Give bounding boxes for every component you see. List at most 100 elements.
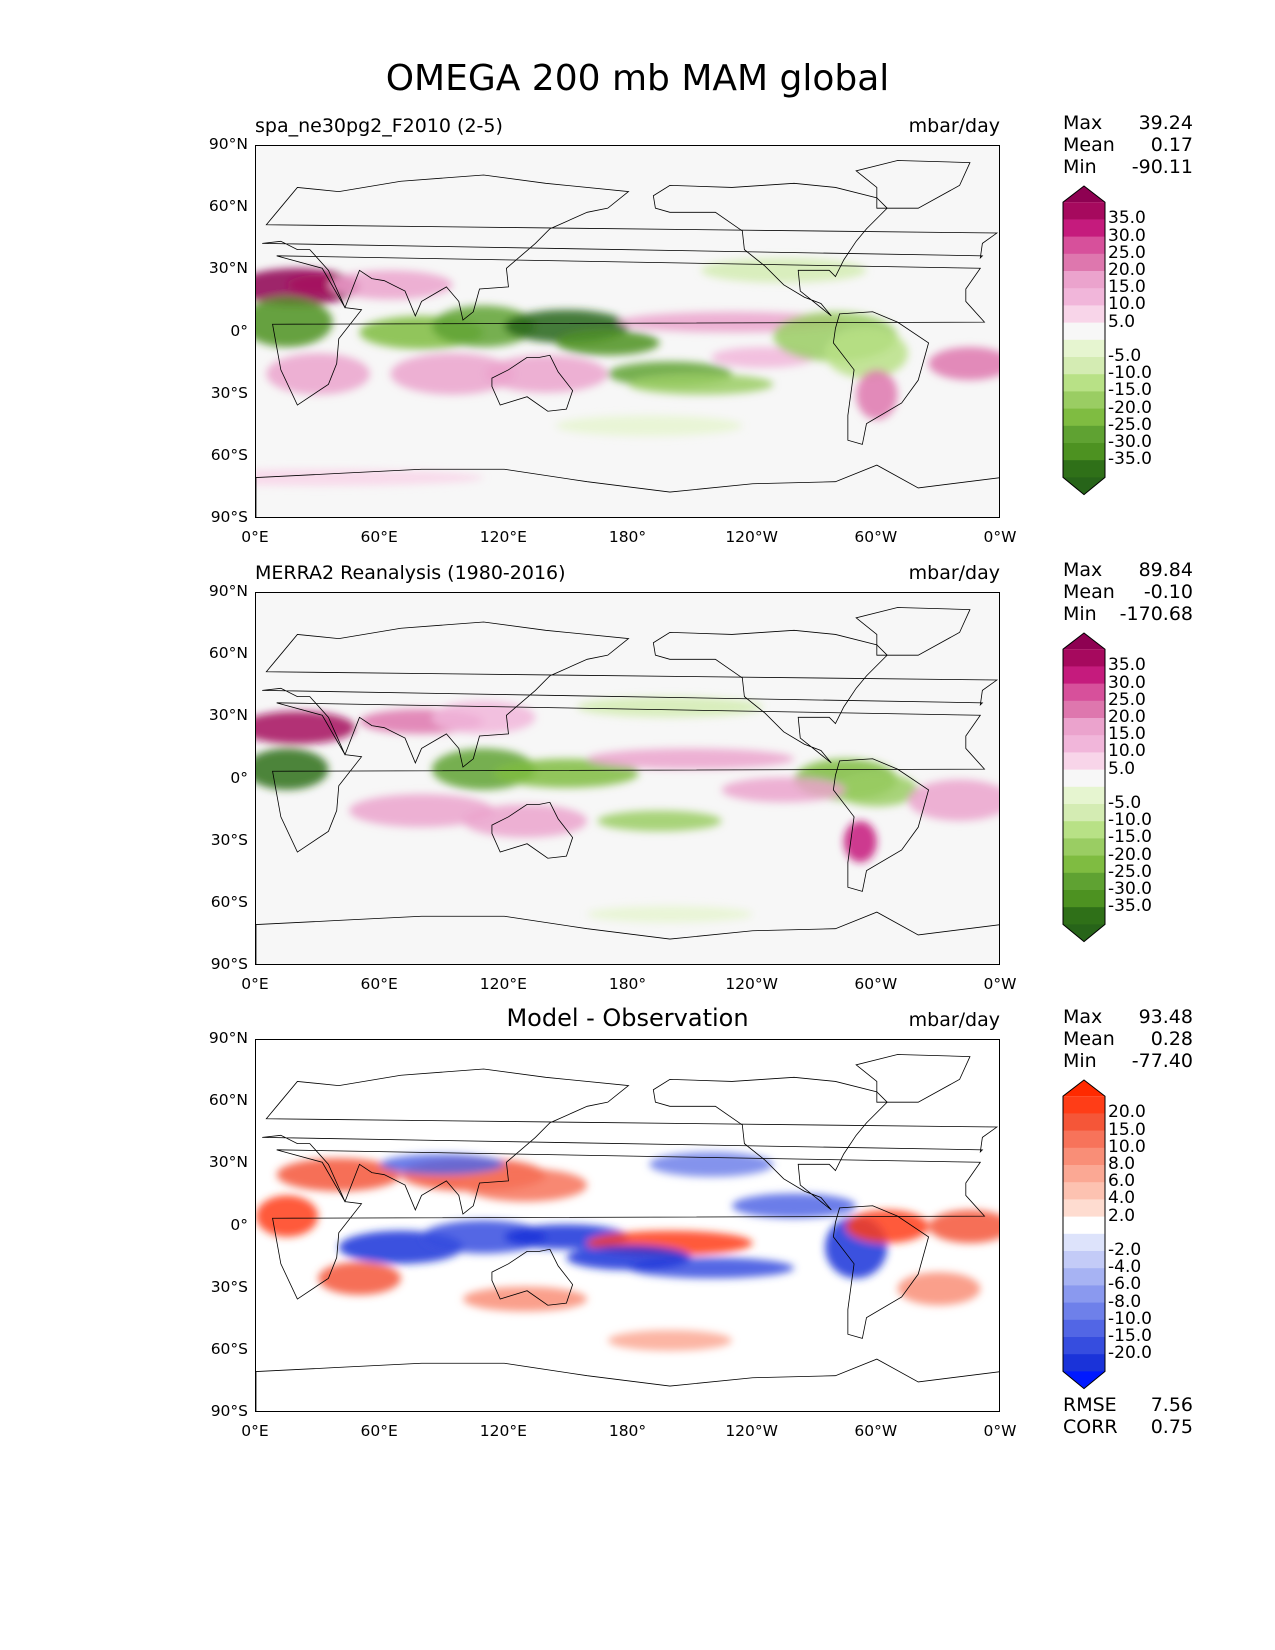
colorbar-bin xyxy=(1063,391,1105,410)
lon-tick-label: 60°E xyxy=(360,975,398,993)
map-svg xyxy=(256,1040,999,1411)
field-contour xyxy=(421,1220,546,1254)
colorbar-outline xyxy=(1062,1079,1106,1390)
stats-row: Max 93.48 xyxy=(1063,1006,1193,1028)
stat-label: Mean xyxy=(1063,581,1115,603)
panel-units: mbar/day xyxy=(908,562,1000,584)
coastline xyxy=(832,1205,930,1339)
colorbar-tick-label: -35.0 xyxy=(1108,896,1152,917)
colorbar-bin xyxy=(1063,872,1105,891)
map-panel xyxy=(255,1039,1000,1412)
lat-tick-label: 60°S xyxy=(210,1339,248,1358)
field-contour xyxy=(649,1151,774,1177)
colorbar-bin xyxy=(1063,786,1105,805)
colorbar-tick-label: -5.0 xyxy=(1108,793,1142,813)
colorbar-bin xyxy=(1063,202,1105,220)
stat-value: -0.10 xyxy=(1143,581,1193,603)
field-contour xyxy=(597,810,722,832)
field-contour xyxy=(721,777,846,803)
colorbar-bin xyxy=(1063,1354,1105,1372)
colorbar-tick-label: -15.0 xyxy=(1108,1326,1152,1346)
metrics-row: CORR 0.75 xyxy=(1063,1416,1193,1438)
field-contour xyxy=(928,1209,999,1244)
colorbar-bin xyxy=(1063,1182,1105,1200)
field-contour xyxy=(431,700,536,734)
stat-label: Mean xyxy=(1063,1028,1115,1050)
colorbar-extend-max xyxy=(1063,186,1105,203)
colorbar-extend-min xyxy=(1063,477,1105,495)
colorbar-extend-max xyxy=(1063,1080,1105,1097)
colorbar-tick-label: 15.0 xyxy=(1108,277,1146,298)
colorbar-tick-label: -25.0 xyxy=(1108,414,1152,435)
field-contour xyxy=(587,905,753,923)
colorbar-bin xyxy=(1063,1113,1105,1132)
colorbar-bin xyxy=(1063,1337,1105,1355)
field-contour xyxy=(556,330,660,356)
colorbar-bin xyxy=(1063,236,1105,255)
lat-tick-label: 0° xyxy=(230,321,248,340)
field-contour xyxy=(628,373,774,395)
field-contour xyxy=(835,773,919,807)
colorbar-tick-label: 4.0 xyxy=(1108,1188,1136,1209)
field-contour xyxy=(462,1168,588,1202)
stats-row: Mean 0.28 xyxy=(1063,1028,1193,1050)
colorbar-extend-max xyxy=(1063,633,1105,650)
colorbar-tick-label: 2.0 xyxy=(1108,1205,1136,1226)
coastline xyxy=(256,1358,999,1411)
figure-title: OMEGA 200 mb MAM global xyxy=(385,58,890,99)
lon-tick-label: 0°W xyxy=(983,975,1017,993)
colorbar-tick-label: -10.0 xyxy=(1108,810,1152,831)
map-svg xyxy=(256,146,999,517)
lon-tick-label: 180° xyxy=(608,1422,647,1440)
coastline xyxy=(262,621,999,768)
field-contour xyxy=(318,1261,401,1295)
colorbar-bin xyxy=(1063,735,1105,753)
coastline xyxy=(832,758,930,892)
stat-label: Max xyxy=(1063,1006,1103,1028)
field-contour xyxy=(349,794,494,828)
lon-tick-label: 0°E xyxy=(241,975,269,993)
colorbar-bin xyxy=(1063,357,1105,375)
lat-tick-label: 30°N xyxy=(208,1153,248,1172)
field-contour xyxy=(256,1195,319,1237)
colorbar-bin xyxy=(1063,855,1105,874)
colorbar-bin xyxy=(1063,821,1105,839)
lon-tick-label: 180° xyxy=(608,528,647,546)
colorbar-tick-label: -15.0 xyxy=(1108,827,1152,848)
stats-row: Mean -0.10 xyxy=(1063,581,1193,603)
colorbar-bin xyxy=(1063,907,1105,925)
lat-tick-label: 30°N xyxy=(208,259,248,278)
colorbar-bin xyxy=(1063,271,1105,289)
colorbar-tick-label: 35.0 xyxy=(1108,655,1146,676)
stats-block: Max 39.24 Mean 0.17 Min -90.11 xyxy=(1063,112,1193,178)
colorbar-tick-label: 10.0 xyxy=(1108,741,1146,762)
lon-tick-label: 180° xyxy=(608,975,647,993)
coastline xyxy=(491,1248,574,1306)
colorbar-extend-min xyxy=(1063,1371,1105,1389)
field-contour xyxy=(256,469,484,486)
map-panel xyxy=(255,145,1000,518)
stat-label: Mean xyxy=(1063,134,1115,156)
lat-tick-label: 60°N xyxy=(208,644,248,663)
field-contour xyxy=(328,270,453,300)
colorbar-bin xyxy=(1063,1319,1105,1338)
colorbar-tick-label: -20.0 xyxy=(1108,1343,1152,1364)
lon-tick-label: 60°W xyxy=(854,975,898,993)
colorbar-bin xyxy=(1063,1302,1105,1321)
map-panel xyxy=(255,592,1000,965)
field-contour xyxy=(587,748,795,770)
lat-tick-label: 90°S xyxy=(210,1402,248,1420)
lon-tick-label: 60°W xyxy=(854,1422,898,1440)
colorbar-bin xyxy=(1063,288,1105,306)
field-contour xyxy=(825,328,908,379)
map-svg xyxy=(256,593,999,964)
field-contour xyxy=(700,257,867,283)
metric-label: RMSE xyxy=(1063,1394,1117,1416)
colorbar-tick-label: 5.0 xyxy=(1108,311,1136,332)
field-contour xyxy=(390,353,515,395)
stats-row: Max 89.84 xyxy=(1063,559,1193,581)
lat-tick-label: 60°S xyxy=(210,892,248,911)
colorbar-tick-label: -5.0 xyxy=(1108,346,1142,366)
colorbar-tick-label: -8.0 xyxy=(1108,1291,1142,1312)
stat-label: Min xyxy=(1063,1050,1097,1072)
